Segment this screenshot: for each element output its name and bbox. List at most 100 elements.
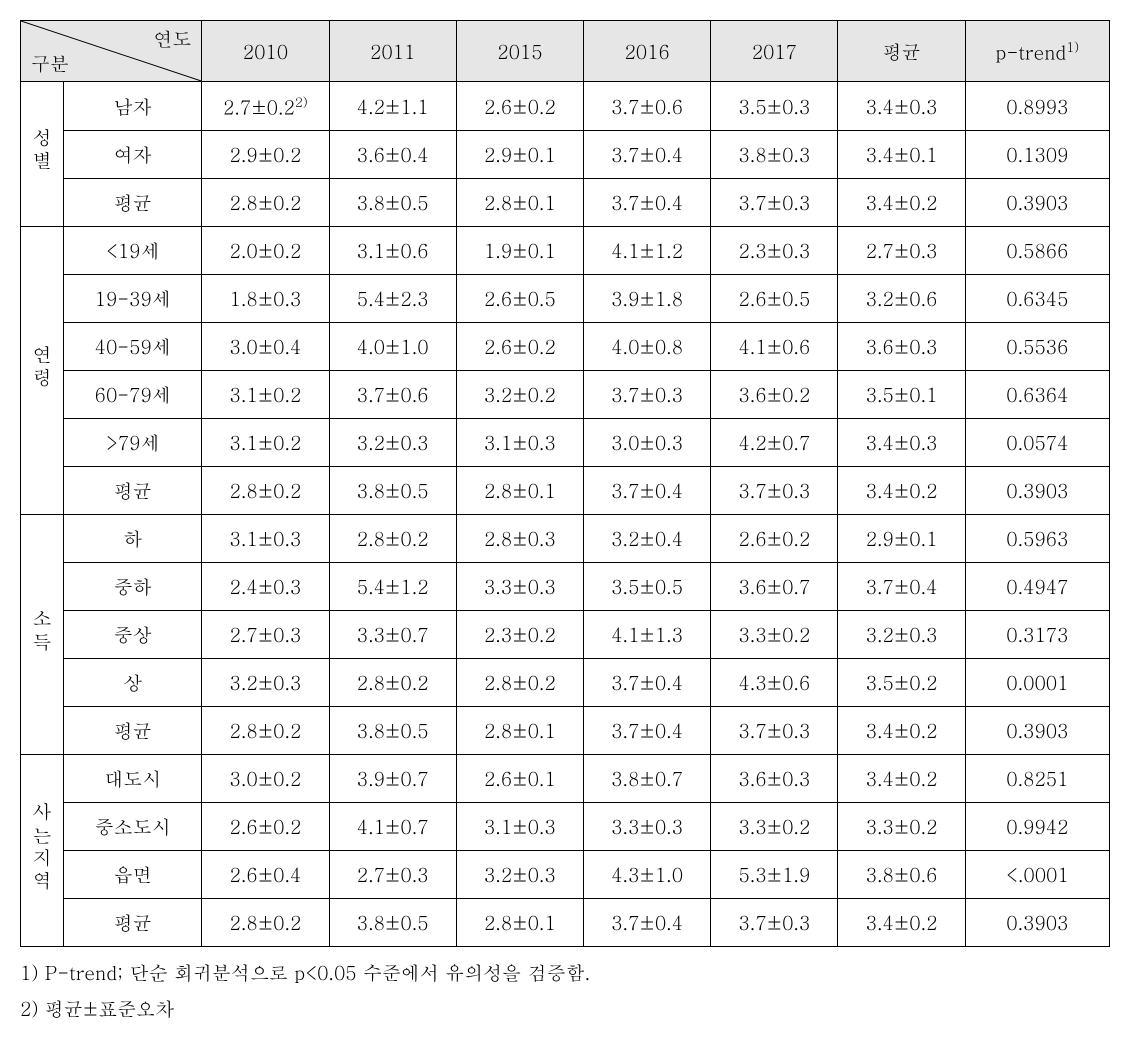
category-label: 연령	[29, 345, 56, 391]
row-label: 남자	[64, 82, 202, 131]
data-cell: 3.6±0.4	[329, 131, 456, 179]
data-cell: 2.3±0.2	[456, 611, 583, 659]
row-label: 19-39세	[64, 275, 202, 323]
row-label: 읍면	[64, 851, 202, 899]
data-cell: 3.8±0.7	[584, 755, 711, 803]
data-cell: 4.1±1.3	[584, 611, 711, 659]
data-cell: 3.4±0.3	[838, 82, 965, 131]
data-cell: 0.3173	[965, 611, 1109, 659]
data-cell: 2.0±0.2	[202, 227, 329, 275]
category-label: 성별	[29, 128, 56, 174]
row-label: 중상	[64, 611, 202, 659]
table-row-avg: 평균2.8±0.23.8±0.52.8±0.13.7±0.43.7±0.33.4…	[21, 899, 1110, 947]
data-cell: 2.9±0.1	[456, 131, 583, 179]
data-cell: 3.6±0.2	[711, 371, 838, 419]
row-label: 중하	[64, 563, 202, 611]
data-cell: 3.2±0.3	[202, 659, 329, 707]
data-cell: 2.6±0.2	[456, 323, 583, 371]
data-cell: 4.0±1.0	[329, 323, 456, 371]
data-cell: 3.2±0.2	[456, 371, 583, 419]
diag-top-label: 연도	[153, 25, 191, 52]
data-cell: 0.0001	[965, 659, 1109, 707]
table-row: 소득하3.1±0.32.8±0.22.8±0.33.2±0.42.6±0.22.…	[21, 515, 1110, 563]
data-cell: <.0001	[965, 851, 1109, 899]
data-cell: 2.8±0.2	[329, 659, 456, 707]
table-row: 60-79세3.1±0.23.7±0.63.2±0.23.7±0.33.6±0.…	[21, 371, 1110, 419]
row-label: 40-59세	[64, 323, 202, 371]
data-cell: 4.1±0.7	[329, 803, 456, 851]
row-label: 하	[64, 515, 202, 563]
avg-header: 평균	[838, 21, 965, 82]
table-row: 중하2.4±0.35.4±1.23.3±0.33.5±0.53.6±0.73.7…	[21, 563, 1110, 611]
row-label: 중소도시	[64, 803, 202, 851]
data-cell: 2.8±0.3	[456, 515, 583, 563]
data-cell: 0.3903	[965, 707, 1109, 755]
table-row: 중소도시2.6±0.24.1±0.73.1±0.33.3±0.33.3±0.23…	[21, 803, 1110, 851]
data-cell: 0.5866	[965, 227, 1109, 275]
row-label: <19세	[64, 227, 202, 275]
data-cell: 3.1±0.2	[202, 419, 329, 467]
data-cell: 0.3903	[965, 467, 1109, 515]
data-table: 연도 구분 2010 2011 2015 2016 2017 평균 p-tren…	[20, 20, 1110, 947]
row-label: 여자	[64, 131, 202, 179]
data-cell: 2.8±0.1	[456, 179, 583, 227]
data-cell: 3.7±0.3	[711, 179, 838, 227]
data-cell: 0.5536	[965, 323, 1109, 371]
data-cell: 3.7±0.4	[584, 659, 711, 707]
data-cell: 4.3±0.6	[711, 659, 838, 707]
table-row: 연령<19세2.0±0.23.1±0.61.9±0.14.1±1.22.3±0.…	[21, 227, 1110, 275]
data-cell: 0.5963	[965, 515, 1109, 563]
category-label: 사는지역	[29, 802, 56, 894]
data-cell: 2.6±0.5	[456, 275, 583, 323]
data-cell: 2.9±0.2	[202, 131, 329, 179]
year-header: 2015	[456, 21, 583, 82]
data-cell: 3.3±0.3	[456, 563, 583, 611]
data-cell: 2.8±0.2	[456, 659, 583, 707]
data-cell: 3.4±0.2	[838, 467, 965, 515]
data-cell: 3.5±0.5	[584, 563, 711, 611]
row-label: 대도시	[64, 755, 202, 803]
data-cell: 0.3903	[965, 179, 1109, 227]
data-cell: 3.4±0.2	[838, 755, 965, 803]
data-cell: 3.1±0.6	[329, 227, 456, 275]
data-cell: 2.8±0.2	[329, 515, 456, 563]
table-row: 여자2.9±0.23.6±0.42.9±0.13.7±0.43.8±0.33.4…	[21, 131, 1110, 179]
row-label: 60-79세	[64, 371, 202, 419]
data-cell: 3.7±0.6	[329, 371, 456, 419]
row-label: 평균	[64, 707, 202, 755]
category-label: 소득	[29, 609, 56, 655]
data-cell: 3.3±0.2	[711, 803, 838, 851]
data-cell: 2.4±0.3	[202, 563, 329, 611]
data-cell: 0.3903	[965, 899, 1109, 947]
data-cell: 5.4±1.2	[329, 563, 456, 611]
data-cell: 0.8993	[965, 82, 1109, 131]
data-cell: 2.8±0.2	[202, 899, 329, 947]
data-cell: 3.8±0.5	[329, 707, 456, 755]
data-cell: 2.8±0.2	[202, 179, 329, 227]
data-cell: 3.0±0.3	[584, 419, 711, 467]
data-cell: 3.7±0.6	[584, 82, 711, 131]
data-cell: 4.1±0.6	[711, 323, 838, 371]
table-row: 읍면2.6±0.42.7±0.33.2±0.34.3±1.05.3±1.93.8…	[21, 851, 1110, 899]
data-cell: 3.9±1.8	[584, 275, 711, 323]
data-cell: 5.3±1.9	[711, 851, 838, 899]
table-row: 사는지역대도시3.0±0.23.9±0.72.6±0.13.8±0.73.6±0…	[21, 755, 1110, 803]
data-cell: 3.3±0.2	[711, 611, 838, 659]
data-cell: 0.8251	[965, 755, 1109, 803]
footnotes: 1) P-trend; 단순 회귀분석으로 p<0.05 수준에서 유의성을 검…	[20, 955, 1112, 1027]
data-cell: 2.3±0.3	[711, 227, 838, 275]
data-cell: 3.2±0.6	[838, 275, 965, 323]
data-cell: 3.1±0.3	[456, 803, 583, 851]
data-cell: 3.8±0.3	[711, 131, 838, 179]
data-cell: 3.5±0.1	[838, 371, 965, 419]
data-cell: 2.9±0.1	[838, 515, 965, 563]
data-cell: 2.6±0.2	[711, 515, 838, 563]
data-cell: 2.7±0.22)	[202, 82, 329, 131]
data-cell: 3.7±0.3	[584, 371, 711, 419]
data-cell: 3.2±0.4	[584, 515, 711, 563]
data-cell: 3.1±0.2	[202, 371, 329, 419]
data-cell: 1.8±0.3	[202, 275, 329, 323]
data-cell: 3.4±0.1	[838, 131, 965, 179]
data-cell: 2.8±0.1	[456, 707, 583, 755]
data-cell: 0.4947	[965, 563, 1109, 611]
